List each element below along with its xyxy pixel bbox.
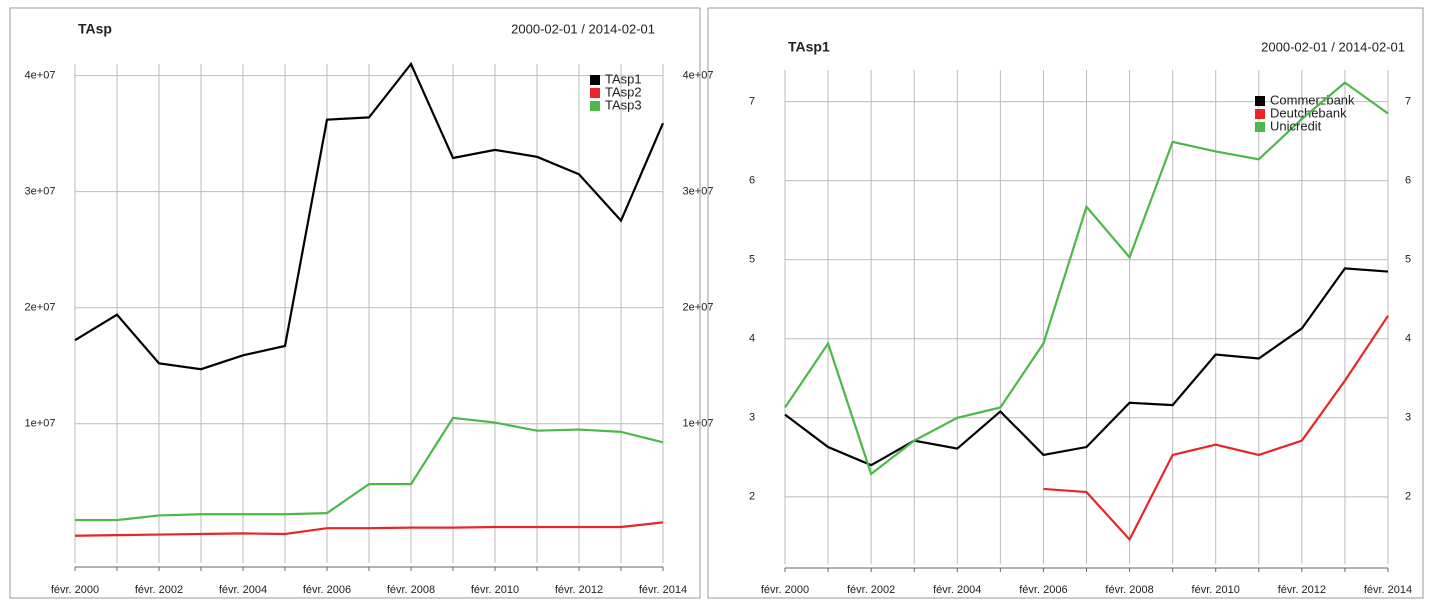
y-tick-label: 2e+07 [25, 302, 56, 314]
y2-tick-label: 3e+07 [683, 186, 714, 198]
x-tick-label: févr. 2004 [933, 584, 981, 596]
y-tick-label: 3e+07 [25, 186, 56, 198]
y-tick-label: 7 [749, 96, 755, 108]
x-tick-label: févr. 2002 [847, 584, 895, 596]
x-tick-label: févr. 2000 [761, 584, 809, 596]
y-tick-label: 1e+07 [25, 418, 56, 430]
legend-label: Commerzbank [1270, 92, 1355, 107]
y-tick-label: 4 [749, 333, 755, 345]
y2-tick-label: 4 [1405, 333, 1411, 345]
x-tick-label: févr. 2010 [1192, 584, 1240, 596]
series-line [784, 267, 1389, 467]
series-line [74, 521, 664, 537]
legend-swatch [1255, 122, 1265, 132]
y2-tick-label: 6 [1405, 175, 1411, 187]
y-tick-label: 2 [749, 491, 755, 503]
y2-tick-label: 7 [1405, 96, 1411, 108]
chart-title: TAsp [78, 21, 112, 37]
legend-swatch [1255, 109, 1265, 119]
series-line [75, 416, 664, 522]
y2-tick-label: 2 [1405, 491, 1411, 503]
legend-label: Unicredit [1270, 118, 1322, 133]
y2-tick-label: 1e+07 [683, 418, 714, 430]
date-range: 2000-02-01 / 2014-02-01 [1261, 39, 1405, 54]
y-tick-label: 6 [749, 175, 755, 187]
x-tick-label: févr. 2002 [135, 584, 183, 596]
date-range: 2000-02-01 / 2014-02-01 [511, 21, 655, 36]
y2-tick-label: 3 [1405, 412, 1411, 424]
x-tick-label: févr. 2012 [1278, 584, 1326, 596]
x-tick-label: févr. 2014 [639, 584, 687, 596]
series-line [1043, 315, 1389, 542]
x-tick-label: févr. 2014 [1364, 584, 1412, 596]
series-line [74, 61, 665, 371]
y2-tick-label: 5 [1405, 254, 1411, 266]
legend-label: TAsp2 [605, 84, 642, 99]
x-tick-label: févr. 2006 [1019, 584, 1067, 596]
y-tick-label: 4e+07 [25, 70, 56, 82]
legend-label: TAsp1 [605, 71, 642, 86]
x-tick-label: févr. 2006 [303, 584, 351, 596]
x-tick-label: févr. 2012 [555, 584, 603, 596]
legend-swatch [590, 88, 600, 98]
panel-frame [707, 7, 1424, 599]
chart-title: TAsp1 [788, 39, 830, 55]
legend-label: TAsp3 [605, 97, 642, 112]
x-tick-label: févr. 2000 [51, 584, 99, 596]
y2-tick-label: 4e+07 [683, 70, 714, 82]
x-tick-label: févr. 2010 [471, 584, 519, 596]
x-tick-label: févr. 2004 [219, 584, 267, 596]
y-tick-label: 3 [749, 412, 755, 424]
series-line [784, 81, 1389, 476]
x-tick-label: févr. 2008 [1105, 584, 1153, 596]
x-tick-label: févr. 2008 [387, 584, 435, 596]
panel-frame [9, 7, 701, 599]
y2-tick-label: 2e+07 [683, 302, 714, 314]
legend-swatch [590, 75, 600, 85]
y-tick-label: 5 [749, 254, 755, 266]
legend-swatch [590, 101, 600, 111]
legend-swatch [1255, 96, 1265, 106]
